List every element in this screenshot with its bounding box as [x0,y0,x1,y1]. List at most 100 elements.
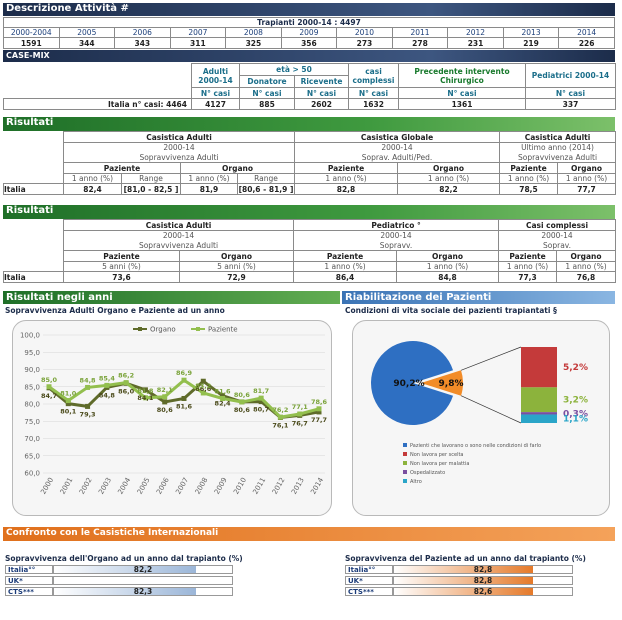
casemix-h-adulti: Adulti 2000-14 [191,63,240,88]
r1-g1-sub: Sopravvivenza Adulti [62,152,296,163]
connector-line [460,346,522,371]
x-tick-label: 2006 [155,476,171,496]
legend-swatch [403,479,407,483]
r2-g1-sub: Sopravvivenza Adulti [62,240,295,251]
confronto-value: 82,2 [133,565,153,574]
data-label-paziente: 78,6 [311,398,328,406]
data-label-paziente: 84,8 [80,376,97,384]
r1-g1-title: Casistica Adulti [62,131,296,143]
data-point [181,395,187,401]
risultati-title: Risultati [3,117,615,131]
r2-organo: Organo [396,250,500,262]
confronto-bar-fill [54,588,197,595]
r2-g2-sub: Sopravv. [293,240,500,251]
bar-segment [521,347,557,388]
data-point [277,414,283,420]
data-point [220,395,226,401]
r2-anni5: 5 anni (%) [178,261,295,272]
trapianti-table: Trapianti 2000-14 : 4497 2000-2004 2005 20… [3,17,615,49]
confronto-value: 82,8 [473,565,493,574]
y-tick-label: 90,0 [24,366,40,374]
pie-chart-panel: 90,2% 9,8% 5,2% 3,2% 0,3% 1,1% Pazienti che la… [352,320,610,516]
confronto-bar: 82,3 [53,587,233,596]
r2-value: 77,3 [498,271,558,283]
legend-label: Paziente [208,326,238,334]
data-point [297,411,303,417]
r1-value: 82,2 [397,183,501,195]
year-cell: 2009 [280,27,338,38]
data-point [162,399,168,405]
r1-range: Range [236,173,296,184]
confronto-bar-fill [54,566,197,573]
legend-label: Ospedalizzato [410,470,445,476]
legend-marker [196,327,200,331]
data-label-paziente: 85,4 [99,374,116,382]
year-cell: 2010 [336,27,393,38]
x-tick-label: 2005 [136,476,152,495]
count-cell: 311 [169,37,227,49]
r2-g3-title: Casi complessi [498,219,617,231]
data-point [65,398,71,404]
confronto-bar: 82,6 [393,587,573,596]
bar-segment-label: 1,1% [563,415,588,425]
data-point [258,399,264,405]
r2-anno: 1 anno (%) [556,261,617,272]
ncasi-label: N° casi [348,87,399,99]
r1-organo: Organo [557,162,617,174]
data-point [123,380,129,386]
data-label-organo: 84,7 [41,392,57,400]
confronto-bar [53,576,233,585]
casemix-value: 1632 [348,98,399,110]
ncasi-label: N° casi [191,87,240,99]
r1-g2-sub: Soprav. Adulti/Ped. [294,152,501,163]
r2-g2-period: 2000-14 [293,230,500,241]
confronto-value: 82,8 [473,576,493,585]
y-tick-label: 100,0 [20,332,40,340]
data-label-organo: 79,3 [80,410,96,418]
data-point [316,409,322,415]
r2-italia: Italia [3,271,64,283]
data-point [46,384,52,390]
r1-value: [81,0 - 82,5 ] [121,183,181,195]
r1-g3-title: Casistica Adulti [499,131,617,143]
riab-title: Riabilitazione dei Pazienti [342,291,615,304]
x-tick-label: 2001 [59,476,75,495]
data-point [258,395,264,401]
count-cell: 219 [502,37,560,49]
confronto-bar: 82,2 [53,565,233,574]
data-point [316,406,322,412]
r2-paziente: Paziente [498,250,558,262]
r1-anno: 1 anno (%) [499,173,559,184]
x-tick-label: 2013 [290,476,306,495]
count-cell: 344 [58,37,116,49]
data-point [239,399,245,405]
casemix-value: 1361 [398,98,526,110]
r1-anno: 1 anno (%) [180,173,238,184]
risultati-title: Risultati [3,205,615,219]
ncasi-label: N° casi [294,87,349,99]
year-cell: 2000-2004 [3,27,60,38]
risultati2-table: Casistica Adulti Pediatrico ° Casi compl… [3,219,617,283]
data-point [85,403,91,409]
x-tick-label: 2012 [271,476,287,495]
r1-g1-period: 2000-14 [62,142,296,153]
r2-value: 73,6 [63,271,180,283]
data-label-organo: 76,1 [272,421,289,429]
data-point [181,377,187,383]
x-tick-label: 2002 [78,476,94,495]
confronto-row-label: Italia°° [5,565,53,574]
data-label-organo: 76,7 [292,419,308,427]
confronto-bar-fill [394,566,533,573]
x-tick-label: 2007 [174,476,190,495]
casemix-table: Adulti 2000-14 età > 50 casi complessi P… [3,63,616,110]
x-tick-label: 2014 [309,476,325,496]
r2-organo: Organo [556,250,617,262]
y-tick-label: 80,0 [24,401,40,409]
confronto-row-label: UK* [5,576,53,585]
casemix-title: CASE-MIX [3,50,615,62]
data-label-paziente: 81,7 [253,387,269,395]
y-tick-label: 85,0 [24,383,40,391]
confronto-row-label: UK* [345,576,393,585]
legend-swatch [403,461,407,465]
x-tick-label: 2009 [213,476,229,495]
